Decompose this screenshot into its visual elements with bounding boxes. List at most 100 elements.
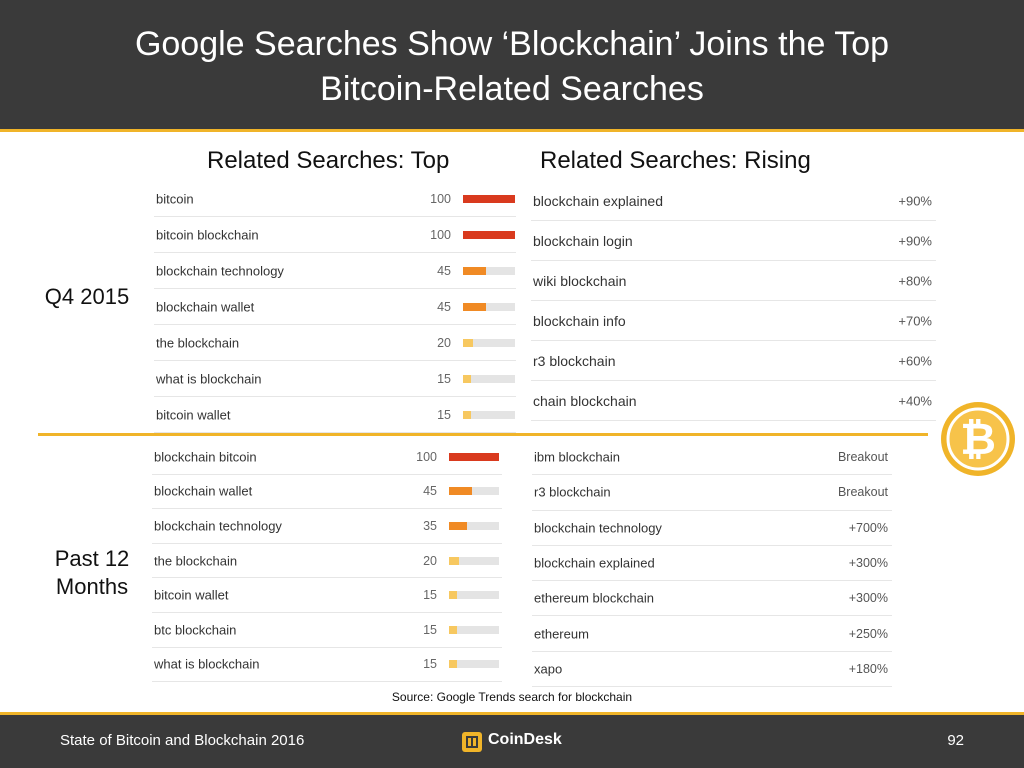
search-term: what is blockchain bbox=[156, 371, 262, 386]
slide-header: Google Searches Show ‘Blockchain’ Joins … bbox=[0, 0, 1024, 132]
score-bar bbox=[463, 230, 515, 239]
rising-search-row: r3 blockchain +60% bbox=[531, 341, 936, 381]
search-term: r3 blockchain bbox=[533, 352, 616, 369]
svg-text:₿: ₿ bbox=[960, 415, 996, 464]
past-12-months-label: Past 12 Months bbox=[20, 545, 164, 601]
search-score: 45 bbox=[423, 484, 437, 499]
rising-search-row: blockchain explained +90% bbox=[531, 181, 936, 221]
search-term: blockchain login bbox=[533, 232, 633, 249]
search-change: Breakout bbox=[837, 485, 888, 500]
rising-search-row: blockchain login +90% bbox=[531, 221, 936, 261]
score-bar bbox=[449, 625, 457, 634]
search-term: blockchain info bbox=[533, 312, 626, 329]
search-term: btc blockchain bbox=[154, 622, 237, 638]
top-search-row: blockchain wallet 45 bbox=[154, 289, 516, 325]
search-score: 15 bbox=[423, 622, 437, 637]
search-change: Breakout bbox=[837, 450, 888, 465]
bitcoin-coin-icon: ₿ bbox=[939, 400, 1017, 478]
search-change: +90% bbox=[898, 193, 932, 208]
score-bar bbox=[449, 556, 459, 565]
rising-search-row: blockchain explained +300% bbox=[532, 546, 892, 582]
rising-search-row: blockchain technology +700% bbox=[532, 511, 892, 546]
score-bar-track bbox=[449, 591, 499, 600]
score-bar-track bbox=[463, 338, 515, 347]
search-change: +40% bbox=[898, 393, 932, 408]
q4-2015-label: Q4 2015 bbox=[20, 283, 154, 311]
search-change: +80% bbox=[898, 273, 932, 288]
title-line-1: Google Searches Show ‘Blockchain’ Joins … bbox=[134, 25, 890, 63]
title-line-2: Bitcoin-Related Searches bbox=[320, 70, 704, 108]
search-change: +700% bbox=[848, 520, 888, 535]
search-change: +70% bbox=[898, 313, 932, 328]
search-score: 35 bbox=[423, 518, 437, 533]
past-label-line-2: Months bbox=[55, 574, 129, 599]
search-term: blockchain wallet bbox=[156, 299, 255, 314]
search-score: 20 bbox=[423, 553, 437, 568]
score-bar bbox=[463, 410, 471, 419]
top-search-row: bitcoin blockchain 100 bbox=[154, 217, 516, 253]
search-term: bitcoin wallet bbox=[156, 407, 231, 422]
search-term: bitcoin blockchain bbox=[156, 227, 259, 242]
search-term: the blockchain bbox=[154, 553, 238, 569]
search-term: wiki blockchain bbox=[533, 272, 627, 289]
search-score: 15 bbox=[437, 407, 451, 422]
rising-search-row: wiki blockchain +80% bbox=[531, 261, 936, 301]
search-term: ethereum bbox=[534, 626, 589, 642]
coindesk-logo-icon bbox=[462, 732, 482, 752]
past-label-line-1: Past 12 bbox=[54, 546, 130, 571]
score-bar-track bbox=[463, 194, 515, 203]
score-bar bbox=[463, 338, 474, 347]
score-bar-track bbox=[463, 374, 515, 383]
search-term: blockchain wallet bbox=[154, 483, 253, 499]
search-term: blockchain bitcoin bbox=[154, 449, 257, 465]
search-score: 100 bbox=[430, 191, 451, 206]
footer-report-title: State of Bitcoin and Blockchain 2016 bbox=[60, 732, 305, 749]
score-bar bbox=[463, 302, 487, 311]
search-score: 20 bbox=[437, 335, 451, 350]
rising-search-row: ethereum blockchain +300% bbox=[532, 581, 892, 617]
score-bar bbox=[463, 194, 515, 203]
search-term: xapo bbox=[534, 661, 563, 677]
score-bar-track bbox=[449, 556, 499, 565]
rising-search-row: r3 blockchain Breakout bbox=[532, 475, 892, 511]
q4-2015-label-text: Q4 2015 bbox=[44, 284, 130, 309]
search-change: +300% bbox=[848, 591, 888, 606]
top-search-row: bitcoin wallet 15 bbox=[152, 578, 502, 613]
rising-search-row: chain blockchain +40% bbox=[531, 381, 936, 421]
top-search-row: the blockchain 20 bbox=[154, 325, 516, 361]
top-search-row: what is blockchain 15 bbox=[152, 648, 502, 683]
source-note: Source: Google Trends search for blockch… bbox=[391, 690, 633, 704]
search-term: what is blockchain bbox=[154, 656, 260, 672]
top-search-row: bitcoin 100 bbox=[154, 181, 516, 217]
rising-searches-heading: Related Searches: Rising bbox=[540, 147, 811, 174]
section-divider bbox=[38, 433, 928, 436]
top-search-row: blockchain technology 35 bbox=[152, 509, 502, 544]
search-term: ethereum blockchain bbox=[534, 590, 654, 606]
search-change: +300% bbox=[848, 556, 888, 571]
rising-search-row: ibm blockchain Breakout bbox=[532, 440, 892, 476]
score-bar-track bbox=[449, 625, 499, 634]
score-bar-track bbox=[463, 302, 515, 311]
score-bar bbox=[449, 452, 499, 461]
search-term: the blockchain bbox=[156, 335, 240, 350]
search-score: 100 bbox=[430, 227, 451, 242]
score-bar-track bbox=[449, 487, 499, 496]
score-bar bbox=[449, 591, 457, 600]
score-bar-track bbox=[463, 230, 515, 239]
search-term: chain blockchain bbox=[533, 392, 637, 409]
search-change: +90% bbox=[898, 233, 932, 248]
search-term: blockchain explained bbox=[534, 555, 655, 571]
search-score: 15 bbox=[423, 588, 437, 603]
slide-title: Google Searches Show ‘Blockchain’ Joins … bbox=[0, 22, 1024, 112]
search-term: bitcoin bbox=[156, 191, 194, 206]
search-term: blockchain technology bbox=[154, 518, 282, 534]
rising-search-row: ethereum +250% bbox=[532, 617, 892, 652]
top-search-row: btc blockchain 15 bbox=[152, 613, 502, 648]
search-term: bitcoin wallet bbox=[154, 587, 229, 603]
top-search-row: what is blockchain 15 bbox=[154, 361, 516, 397]
search-term: blockchain technology bbox=[534, 520, 662, 536]
score-bar-track bbox=[463, 410, 515, 419]
top-search-row: the blockchain 20 bbox=[152, 544, 502, 579]
rising-search-row: blockchain info +70% bbox=[531, 301, 936, 341]
search-score: 100 bbox=[416, 449, 437, 464]
